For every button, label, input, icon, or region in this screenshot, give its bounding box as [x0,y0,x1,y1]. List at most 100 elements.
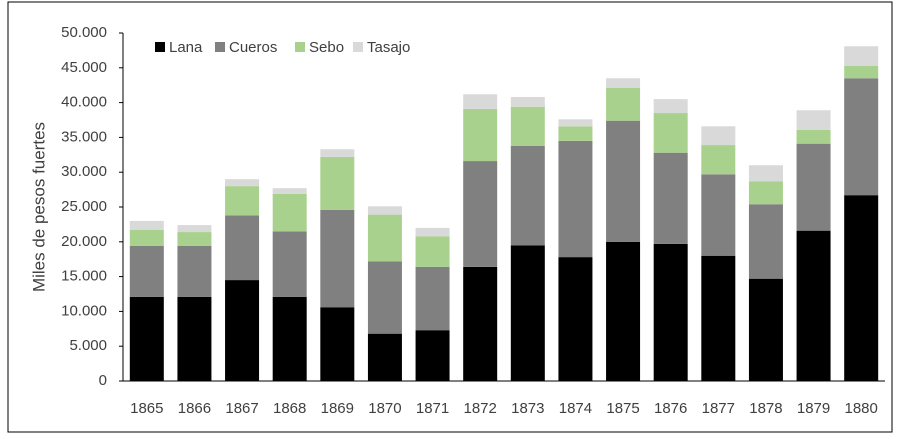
y-tick-label: 10.000 [61,302,107,319]
x-tick-label: 1873 [511,400,544,417]
bar-segment [748,204,783,279]
bar-segment [272,188,307,194]
bar-segment [701,145,736,175]
legend-swatch [353,42,363,52]
bar-segment [177,232,212,246]
bar-segment [558,119,593,127]
bar-segment [748,165,783,182]
bar-segment [606,241,641,381]
bar-segment [701,255,736,381]
bar-segment [463,94,498,109]
bar-segment [653,99,688,114]
y-tick-label: 5.000 [69,337,107,354]
bar-segment [844,195,879,381]
x-tick-label: 1880 [845,400,878,417]
x-tick-label: 1868 [273,400,306,417]
bar-segment [510,106,545,146]
x-tick-label: 1869 [321,400,354,417]
x-tick-label: 1875 [606,400,639,417]
bar-segment [558,126,593,141]
x-tick-label: 1870 [368,400,401,417]
bar-segment [606,87,641,121]
bar-segment [510,245,545,381]
x-tick-label: 1871 [416,400,449,417]
bar-segment [320,307,355,381]
bar-segment [701,126,736,146]
x-tick-label: 1878 [749,400,782,417]
bar-segment [129,296,164,381]
bar-segment [320,149,355,157]
bar-segment [415,330,450,381]
x-tick-label: 1867 [225,400,258,417]
bar-segment [272,193,307,232]
bar-segment [844,78,879,196]
legend-swatch [215,42,225,52]
bar-segment [748,278,783,381]
bar-segment [653,152,688,244]
bar-segment [796,129,831,144]
y-tick-label: 0 [99,372,107,389]
bar-segment [367,206,402,215]
bar-segment [177,225,212,233]
bar-segment [510,97,545,107]
y-tick-label: 45.000 [61,59,107,76]
legend-label: Sebo [309,39,344,56]
y-tick-label: 20.000 [61,233,107,250]
bar-segment [796,143,831,231]
bar-segment [225,186,260,216]
x-tick-label: 1879 [797,400,830,417]
bar-segment [701,174,736,256]
y-tick-label: 30.000 [61,163,107,180]
bar-segment [225,280,260,381]
bar-segment [463,108,498,162]
bar-segment [796,110,831,130]
bar-segment [129,220,164,230]
bar-segment [510,145,545,246]
x-tick-label: 1876 [654,400,687,417]
legend-swatch [155,42,165,52]
bar-segment [225,179,260,187]
bar-segment [367,214,402,262]
bar-segment [415,236,450,267]
x-tick-label: 1872 [464,400,497,417]
x-tick-label: 1866 [178,400,211,417]
legend-label: Lana [169,39,203,56]
y-tick-label: 40.000 [61,94,107,111]
x-tick-label: 1874 [559,400,592,417]
y-tick-label: 50.000 [61,24,107,41]
bar-segment [129,245,164,297]
bar-segment [415,227,450,237]
y-tick-label: 35.000 [61,128,107,145]
legend-label: Tasajo [367,39,410,56]
bar-segment [844,46,879,66]
x-tick-label: 1877 [702,400,735,417]
bar-segment [129,229,164,246]
bar-segment [653,243,688,381]
bar-segment [558,257,593,381]
bar-segment [272,296,307,381]
bar-segment [558,140,593,258]
bar-segment [320,209,355,308]
bar-segment [606,78,641,88]
y-tick-label: 15.000 [61,268,107,285]
bar-segment [463,266,498,381]
bar-segment [177,296,212,381]
bar-segment [320,156,355,210]
x-tick-label: 1865 [130,400,163,417]
bar-segment [367,261,402,334]
bar-segment [225,215,260,281]
bar-segment [748,181,783,205]
bar-segment [653,113,688,153]
bar-segment [177,245,212,297]
y-tick-label: 25.000 [61,198,107,215]
bar-segment [272,231,307,297]
bar-segment [844,65,879,79]
bar-segment [606,120,641,242]
bar-segment [367,333,402,381]
legend-label: Cueros [229,39,277,56]
legend-swatch [295,42,305,52]
y-axis-title: Miles de pesos fuertes [29,122,48,292]
bar-segment [415,266,450,331]
bar-segment [463,161,498,267]
